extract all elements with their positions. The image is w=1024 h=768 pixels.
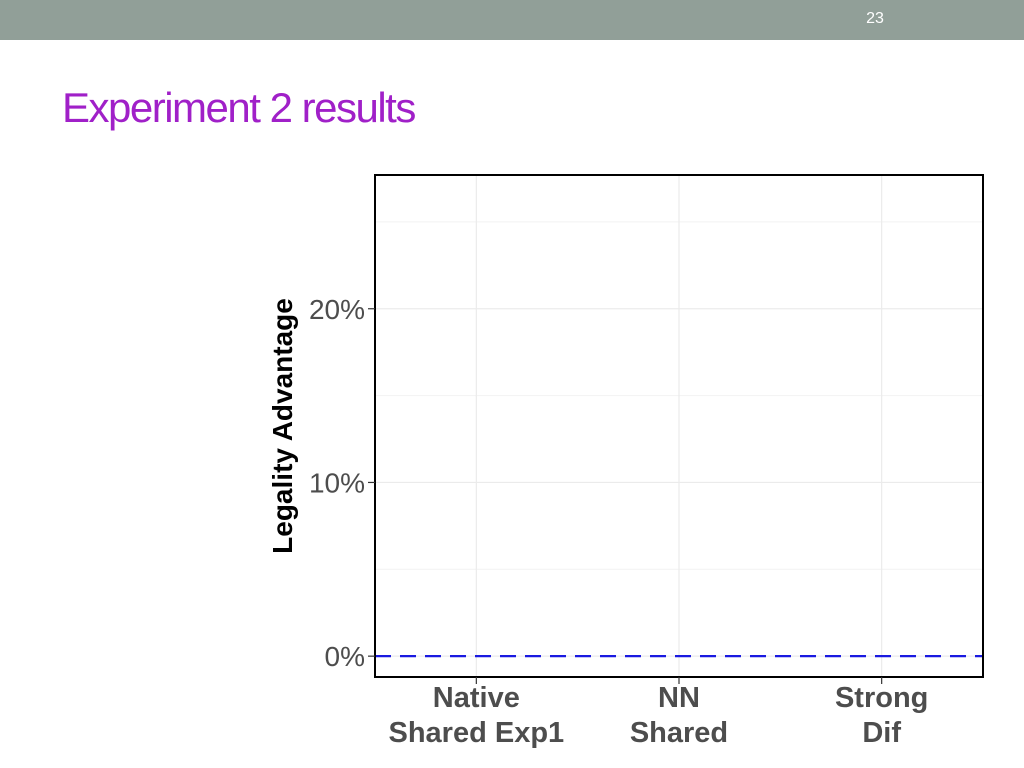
top-bar: 23 [0, 0, 1024, 40]
x-tick-label-line: Dif [862, 717, 901, 749]
grid-lines [375, 175, 983, 677]
y-tick-label: 20% [309, 294, 365, 325]
slide-number: 23 [866, 10, 884, 27]
slide-title: Experiment 2 results [62, 84, 416, 131]
x-tick-label-line: Strong [835, 682, 928, 714]
y-axis-ticks: 0% 10% 20% [309, 294, 375, 672]
y-tick-label: 10% [309, 467, 365, 498]
y-tick-label: 0% [325, 641, 365, 672]
x-tick-label-line: Native [433, 682, 520, 714]
y-axis-title: Legality Advantage [267, 298, 298, 554]
x-tick-label-line: Shared [630, 717, 728, 749]
x-tick-label-line: NN [658, 682, 700, 714]
x-tick-label-line: Shared Exp1 [388, 717, 564, 749]
